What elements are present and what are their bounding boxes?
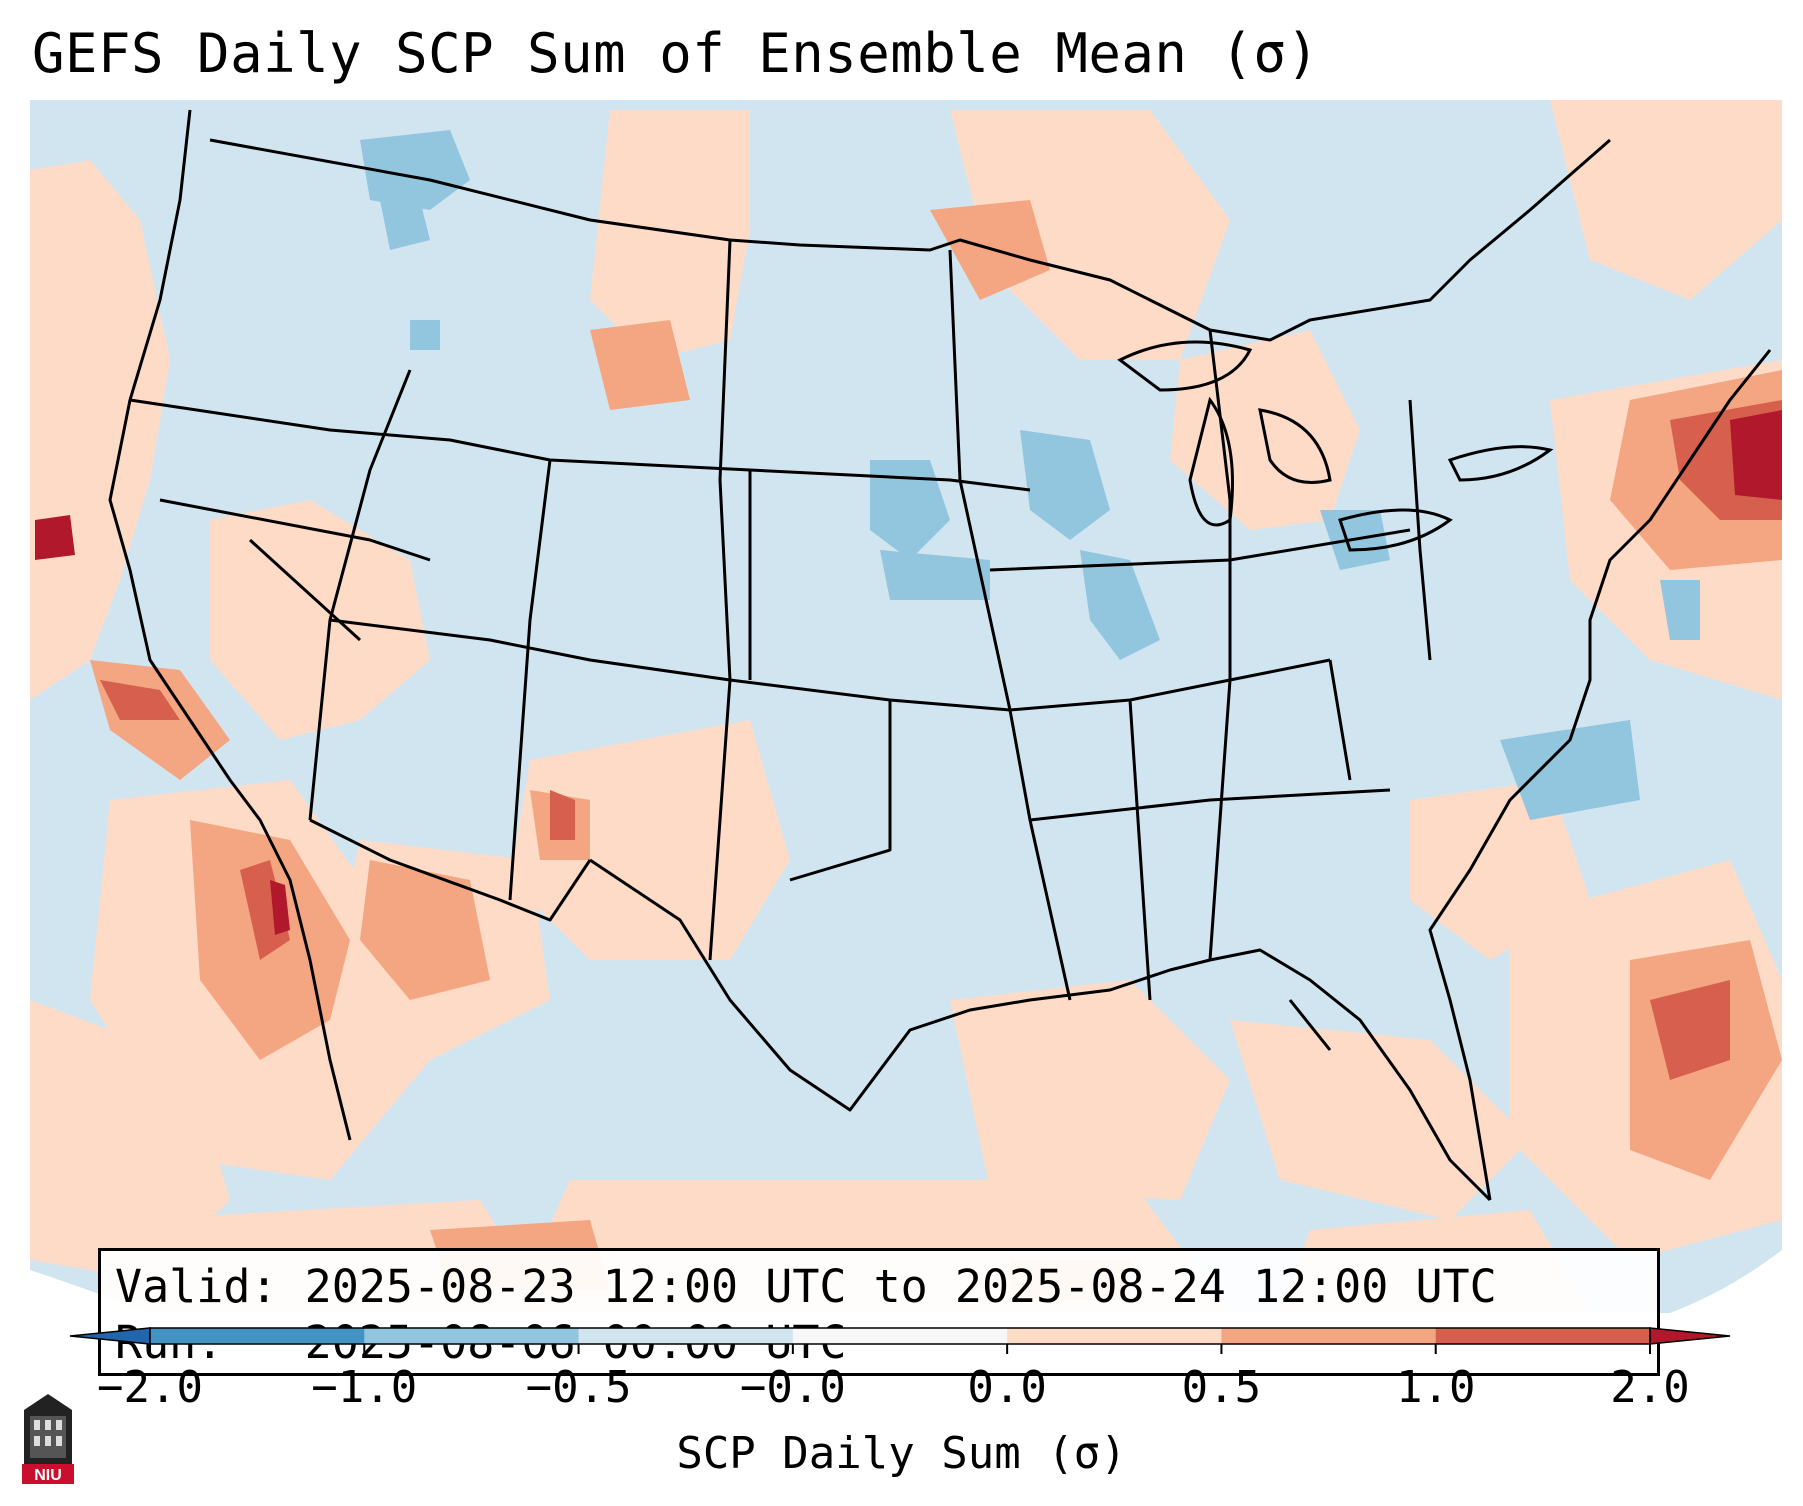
political-boundaries	[108, 109, 1772, 1202]
gulf-coast	[589, 858, 1492, 1202]
colorbar-segment	[1435, 1328, 1651, 1344]
valid-label: Valid:	[115, 1260, 278, 1313]
canada-us-border	[209, 138, 1611, 342]
colorbar-tick-label: −0.5	[525, 1362, 632, 1413]
colorbar-label: SCP Daily Sum (σ)	[676, 1428, 1127, 1479]
valid-range: 2025-08-23 12:00 UTC to 2025-08-24 12:00…	[304, 1260, 1497, 1313]
chart-title: GEFS Daily SCP Sum of Ensemble Mean (σ)	[32, 22, 1320, 85]
colorbar-tick-label: 2.0	[1610, 1362, 1690, 1413]
colorbar-segment	[150, 1328, 365, 1344]
great-lakes	[1117, 340, 1554, 552]
colorbar-segment	[578, 1328, 794, 1344]
colorbar-segment	[1007, 1328, 1222, 1344]
map-svg	[30, 100, 1782, 1313]
mexico-us-border	[309, 818, 592, 922]
colorbar-segment	[1221, 1328, 1437, 1344]
us-east-coast	[1428, 349, 1772, 1201]
colorbar-tick-label: 0.5	[1181, 1362, 1262, 1413]
colorbar-tick-label: 1.0	[1395, 1362, 1476, 1413]
colorbar-border	[149, 1327, 1651, 1345]
niu-logo-text: NIU	[34, 1467, 62, 1484]
colorbar-tick-label: 0.0	[967, 1362, 1047, 1413]
colorbar-tick-label: −2.0	[97, 1362, 203, 1413]
niu-building-icon: NIU	[22, 1394, 74, 1484]
colorbar-extend-low	[69, 1327, 151, 1345]
domain-edge-right	[1670, 1250, 1782, 1313]
anomaly-positive-extreme	[35, 410, 1782, 935]
us-west-coast	[108, 109, 352, 1141]
anomaly-negative	[360, 130, 1700, 820]
colorbar-extend-high	[1649, 1327, 1731, 1345]
colorbar-segment	[364, 1328, 580, 1344]
colorbar-tick-label: −0.0	[739, 1362, 846, 1413]
colorbar	[69, 1327, 1731, 1354]
map-panel: Valid: 2025-08-23 12:00 UTC to 2025-08-2…	[30, 100, 1782, 1376]
colorbar-tick-label: −1.0	[311, 1362, 418, 1413]
colorbar-segment	[792, 1328, 1008, 1344]
